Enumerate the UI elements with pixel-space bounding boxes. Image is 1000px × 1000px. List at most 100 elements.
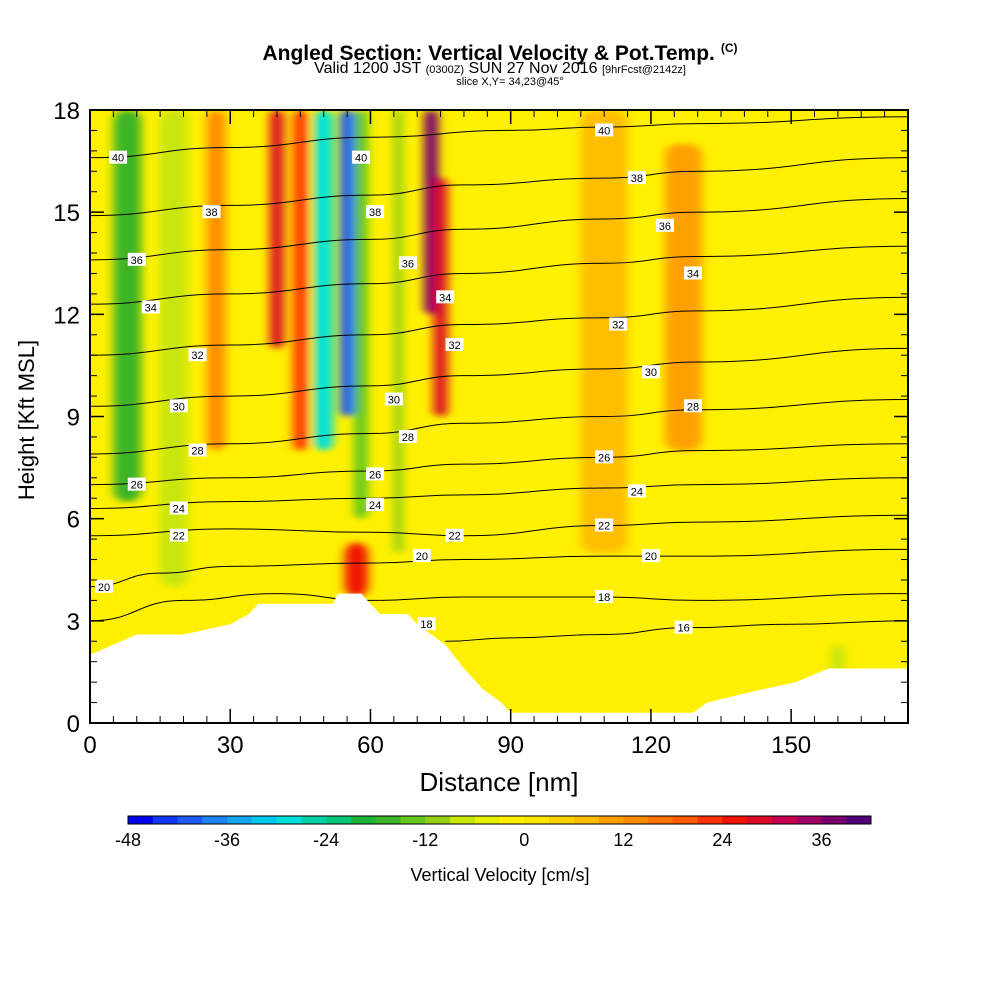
valid-prefix: Valid 1200 JST [314, 60, 422, 77]
colorbar-swatch [722, 816, 748, 824]
y-tick-label: 18 [53, 98, 80, 125]
contour-label: 30 [384, 392, 403, 406]
contour-label-text: 32 [448, 340, 460, 352]
contour-label-text: 36 [131, 255, 143, 267]
contour-label-text: 38 [631, 173, 643, 185]
x-tick-label: 150 [771, 732, 811, 759]
contour-32 [90, 296, 908, 356]
colorbar-swatch [152, 816, 179, 824]
contour-label: 32 [445, 337, 464, 352]
contour-label: 40 [352, 150, 371, 165]
colorbar-swatch [227, 816, 253, 824]
terrain [90, 593, 908, 723]
contour-label-text: 28 [191, 446, 203, 458]
theta-contours [90, 116, 908, 642]
contour-label-text: 22 [173, 531, 185, 543]
velocity-band [293, 110, 308, 451]
contour-label-text: 26 [598, 452, 610, 464]
velocity-band [393, 110, 404, 553]
contour-label-text: 36 [402, 258, 414, 270]
contour-label: 30 [169, 399, 188, 413]
contour-label-text: 24 [631, 486, 643, 498]
colorbar-swatch [375, 816, 401, 824]
valid-date: SUN 27 Nov 2016 [468, 60, 598, 77]
velocity-band [830, 644, 845, 676]
slice-info: slice X,Y= 34,23@45° [456, 76, 564, 88]
colorbar-swatch [474, 816, 500, 824]
contour-label-text: 32 [612, 320, 624, 332]
valid-utc: (0300Z) [425, 64, 465, 76]
contour-label-text: 20 [98, 582, 110, 594]
contour-label: 32 [609, 317, 628, 332]
velocity-band [113, 110, 142, 502]
x-tick-label: 120 [631, 732, 671, 759]
contour-40 [90, 116, 908, 159]
colorbar-swatch [128, 816, 154, 824]
colorbar-tick-label: -36 [214, 830, 240, 850]
colorbar-swatch [648, 816, 674, 824]
contour-36 [90, 198, 908, 261]
contour-label: 38 [627, 171, 646, 185]
contour-label: 20 [95, 579, 114, 594]
chart-title-unit: (C) [720, 41, 738, 55]
velocity-band [580, 110, 628, 553]
contour-label: 34 [436, 290, 455, 304]
contour-16 [445, 620, 908, 642]
y-tick-label: 6 [67, 507, 80, 534]
colorbar-swatch [598, 816, 624, 824]
contour-label: 28 [683, 399, 702, 413]
contour-label: 28 [188, 443, 207, 458]
forecast-info: [9hrFcst@2142z] [601, 64, 686, 76]
y-tick-label: 15 [53, 200, 80, 227]
contour-label-text: 34 [687, 268, 699, 280]
colorbar-swatch [301, 816, 327, 824]
contour-24 [90, 477, 908, 509]
y-tick-label: 0 [67, 711, 80, 738]
contour-label-text: 34 [145, 303, 157, 315]
colorbar-tick-label: -12 [412, 830, 438, 850]
contour-label-text: 38 [369, 207, 381, 219]
contour-label-text: 26 [131, 480, 143, 492]
colorbar-swatch [672, 816, 699, 824]
y-tick-label: 12 [53, 302, 80, 329]
contour-label-text: 30 [173, 401, 185, 413]
contour-label: 32 [188, 348, 207, 362]
contour-label-text: 18 [598, 592, 610, 604]
colorbar-tick-label: -24 [313, 830, 339, 850]
colorbar-swatch [326, 816, 352, 824]
contour-label-text: 20 [645, 551, 657, 563]
velocity-band [314, 110, 334, 451]
chart-title-text: Angled Section: Vertical Velocity & Pot.… [262, 42, 715, 65]
colorbar-swatch [623, 816, 649, 824]
contour-label: 22 [595, 518, 614, 532]
colorbar-swatch [747, 816, 773, 824]
colorbar-swatch [350, 816, 377, 824]
contour-label: 26 [366, 467, 385, 481]
velocity-band [344, 542, 369, 597]
contour-label-text: 28 [402, 432, 414, 444]
colorbar-swatch [499, 816, 525, 824]
contour-label: 20 [412, 549, 431, 563]
contour-label-text: 26 [369, 469, 381, 481]
colorbar-tick-label: 12 [613, 830, 633, 850]
contour-label-text: 36 [659, 221, 671, 233]
colorbar-swatch [846, 816, 872, 824]
colorbar-swatch [400, 816, 426, 824]
y-tick-label: 3 [67, 609, 80, 636]
y-tick-label: 9 [67, 405, 80, 432]
contour-label: 30 [641, 365, 660, 379]
contour-label-text: 28 [687, 401, 699, 413]
colorbar-tick-label: -48 [115, 830, 141, 850]
x-tick-label: 30 [217, 732, 244, 759]
contour-label: 38 [202, 205, 221, 219]
contour-34 [90, 245, 908, 305]
contour-28 [90, 398, 908, 455]
x-tick-label: 60 [357, 732, 384, 759]
colorbar-swatch [524, 816, 550, 824]
velocity-band [206, 110, 226, 451]
plot-background [90, 110, 908, 723]
contour-label: 28 [398, 429, 417, 444]
contour-label: 24 [366, 498, 385, 512]
contour-label-text: 18 [420, 619, 432, 631]
